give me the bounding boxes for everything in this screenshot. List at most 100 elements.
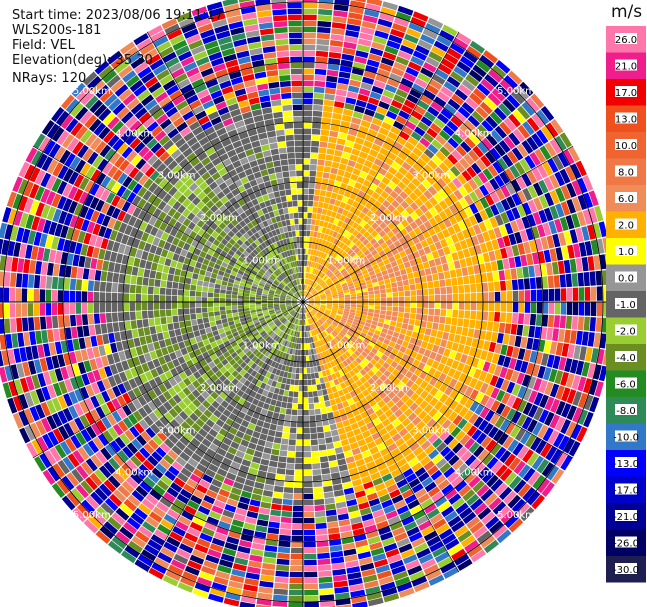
- range-gate: [348, 329, 355, 335]
- range-gate: [434, 337, 442, 346]
- range-gate: [354, 316, 361, 321]
- range-gate: [47, 262, 54, 276]
- range-gate: [488, 497, 502, 511]
- range-gate: [131, 266, 139, 276]
- range-gate: [315, 314, 320, 320]
- range-gate: [350, 296, 357, 300]
- range-gate: [317, 244, 322, 251]
- range-gate: [290, 559, 303, 566]
- range-gate: [260, 458, 270, 466]
- range-gate: [291, 535, 303, 542]
- range-gate: [325, 81, 337, 89]
- range-gate: [416, 302, 423, 308]
- range-gate: [473, 525, 488, 539]
- range-gate: [307, 279, 311, 285]
- range-gate: [357, 323, 365, 329]
- range-gate: [456, 174, 468, 185]
- range-gate: [351, 324, 358, 329]
- range-gate: [323, 166, 331, 173]
- range-gate: [493, 281, 501, 292]
- range-gate: [328, 282, 334, 287]
- range-gate: [458, 293, 465, 302]
- range-gate: [484, 151, 497, 164]
- range-gate: [93, 281, 100, 292]
- range-gate: [322, 351, 328, 358]
- range-gate: [427, 143, 439, 155]
- range-gate: [442, 228, 451, 238]
- range-gate: [588, 379, 598, 396]
- range-gate: [404, 290, 411, 297]
- range-gate: [522, 187, 533, 201]
- range-gate: [84, 256, 92, 269]
- range-gate: [474, 391, 485, 403]
- range-gate: [542, 161, 554, 176]
- range-gate: [434, 308, 441, 316]
- range-gate: [575, 227, 584, 243]
- range-gate: [333, 279, 339, 284]
- range-gate: [313, 269, 318, 275]
- range-gate: [372, 417, 382, 426]
- range-gate: [359, 32, 374, 41]
- range-gate: [423, 403, 434, 414]
- range-gate: [458, 406, 469, 418]
- range-gate: [558, 232, 567, 246]
- range-gate: [444, 488, 458, 500]
- range-gate: [541, 314, 549, 327]
- range-gate: [325, 154, 334, 161]
- range-gate: [455, 430, 466, 442]
- range-gate: [506, 302, 513, 313]
- range-gate: [309, 287, 314, 293]
- range-gate: [398, 442, 409, 452]
- range-gate: [356, 176, 365, 185]
- range-gate: [563, 259, 571, 274]
- range-gate: [424, 444, 436, 455]
- range-gate: [124, 320, 132, 331]
- range-gate: [387, 222, 396, 230]
- range-gate: [315, 56, 328, 64]
- range-gate: [394, 171, 404, 181]
- range-gate: [536, 164, 548, 179]
- range-gate: [313, 283, 318, 288]
- range-gate: [468, 413, 479, 425]
- range-gate: [308, 297, 314, 301]
- range-gate: [338, 369, 345, 377]
- range-gate: [3, 287, 10, 302]
- range-gate: [563, 230, 573, 245]
- range-gate: [87, 313, 95, 325]
- range-gate: [268, 460, 278, 468]
- range-gate: [325, 320, 331, 326]
- range-gate: [480, 488, 494, 502]
- range-gate: [546, 327, 553, 341]
- range-gate: [364, 580, 379, 589]
- range-gate: [311, 134, 320, 141]
- range-gate: [386, 195, 395, 204]
- range-gate: [355, 240, 362, 247]
- range-gate: [466, 166, 477, 178]
- range-gate: [395, 399, 405, 409]
- range-gate: [71, 326, 78, 339]
- range-gate: [337, 132, 348, 140]
- range-gate: [352, 0, 366, 3]
- range-gate: [508, 257, 516, 269]
- range-gate: [294, 475, 303, 482]
- range-gate: [332, 298, 339, 301]
- range-gate: [370, 390, 379, 399]
- range-gate: [303, 511, 315, 518]
- range-gate: [261, 568, 275, 576]
- range-gate: [479, 330, 487, 340]
- range-gate: [483, 219, 493, 231]
- range-gate: [459, 507, 473, 520]
- range-gate: [381, 121, 392, 131]
- range-gate: [395, 322, 403, 328]
- range-gate: [526, 117, 540, 132]
- range-gate: [303, 194, 309, 201]
- range-gate: [327, 255, 332, 262]
- range-gate: [432, 73, 446, 85]
- range-gate: [332, 308, 338, 311]
- range-gate: [470, 302, 477, 311]
- range-gate: [409, 570, 425, 582]
- range-gate: [307, 295, 313, 299]
- range-gate: [306, 285, 309, 291]
- range-gate: [325, 350, 330, 357]
- range-gate: [427, 227, 436, 237]
